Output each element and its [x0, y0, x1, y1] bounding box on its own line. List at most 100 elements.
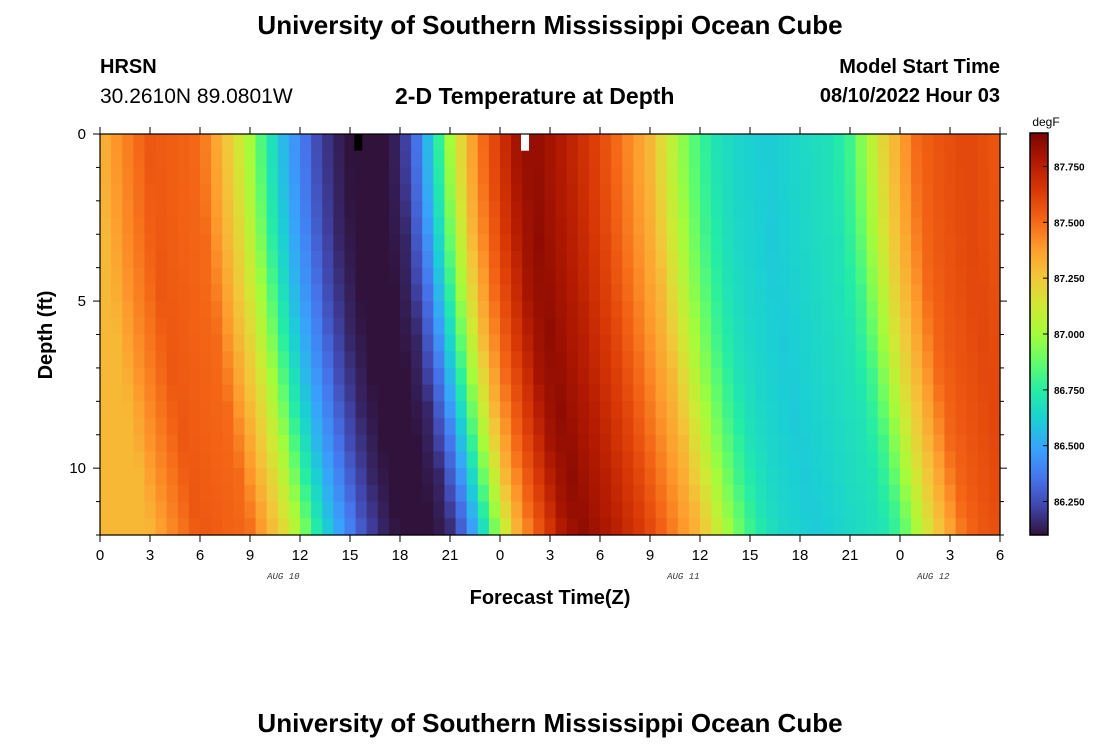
heatmap-cell [966, 518, 979, 536]
heatmap-cell [977, 518, 990, 536]
heatmap-cell [622, 401, 634, 419]
heatmap-cell [866, 150, 879, 169]
heatmap-cell [166, 484, 179, 503]
heatmap-cell [455, 301, 468, 319]
heatmap-cell [733, 317, 746, 336]
heatmap-cell [766, 501, 779, 519]
heatmap-cell [466, 367, 479, 386]
heatmap-cell [644, 367, 657, 386]
heatmap-cell [133, 150, 146, 169]
heatmap-cell [666, 150, 679, 169]
heatmap-cell [100, 518, 112, 536]
heatmap-cell [555, 351, 568, 369]
heatmap-cell [733, 401, 746, 419]
heatmap-cell [622, 418, 634, 436]
heatmap-cell [366, 501, 379, 519]
heatmap-cell [455, 501, 468, 519]
heatmap-cell [911, 217, 923, 235]
heatmap-cell [444, 468, 457, 486]
heatmap-cell [511, 434, 523, 453]
heatmap-cell [511, 217, 523, 235]
heatmap-cell [211, 284, 223, 302]
heatmap-cell [322, 317, 334, 336]
heatmap-cell [333, 267, 346, 285]
heatmap-cell [544, 167, 557, 185]
heatmap-cell [233, 134, 246, 152]
heatmap-cell [777, 134, 790, 152]
heatmap-cell [277, 501, 290, 519]
heatmap-cell [866, 518, 879, 536]
heatmap-cell [400, 317, 412, 336]
heatmap-cell [588, 401, 601, 419]
heatmap-cell [288, 134, 301, 152]
heatmap-cell [333, 518, 346, 536]
heatmap-cell [655, 451, 668, 469]
heatmap-cell [244, 334, 257, 352]
heatmap-cell [100, 384, 112, 402]
heatmap-cell [488, 501, 501, 519]
heatmap-cell [866, 468, 879, 486]
heatmap-cell [855, 134, 868, 152]
heatmap-cell [988, 167, 1001, 185]
heatmap-cell [588, 434, 601, 453]
heatmap-cell [444, 351, 457, 369]
heatmap-cell [333, 484, 346, 503]
heatmap-cell [877, 418, 890, 436]
heatmap-cell [822, 384, 834, 402]
heatmap-cell [344, 167, 357, 185]
heatmap-cell [677, 434, 690, 453]
heatmap-cell [788, 234, 801, 252]
heatmap-cell [544, 367, 557, 386]
heatmap-cell [377, 418, 390, 436]
heatmap-cell [755, 301, 768, 319]
heatmap-cell [555, 234, 568, 252]
heatmap-cell [977, 301, 990, 319]
heatmap-cell [122, 384, 134, 402]
heatmap-cell [800, 217, 812, 235]
heatmap-cell [644, 334, 657, 352]
heatmap-cell [788, 451, 801, 469]
heatmap-cell [377, 351, 390, 369]
heatmap-cell [755, 351, 768, 369]
heatmap-cell [144, 301, 157, 319]
heatmap-cell [100, 301, 112, 319]
heatmap-cell [400, 184, 412, 202]
heatmap-cell [677, 418, 690, 436]
heatmap-cell [611, 501, 623, 519]
heatmap-cell [377, 384, 390, 402]
heatmap-cell [511, 451, 523, 469]
heatmap-cell [555, 150, 568, 169]
heatmap-cell [711, 367, 723, 386]
heatmap-cell [733, 234, 746, 252]
heatmap-cell [344, 451, 357, 469]
heatmap-cell [344, 351, 357, 369]
heatmap-cell [844, 250, 857, 269]
heatmap-cell [500, 401, 512, 419]
heatmap-cell [244, 234, 257, 252]
heatmap-cell [611, 351, 623, 369]
heatmap-cell [877, 234, 890, 252]
heatmap-cell [477, 134, 490, 152]
heatmap-cell [155, 301, 168, 319]
footer-title: University of Southern Mississippi Ocean… [257, 708, 843, 738]
heatmap-cell [266, 250, 279, 269]
heatmap-cell [711, 267, 723, 285]
heatmap-cell [288, 284, 301, 302]
heatmap-cell [377, 167, 390, 185]
heatmap-cell [688, 401, 701, 419]
heatmap-cell [100, 484, 112, 503]
heatmap-cell [366, 351, 379, 369]
heatmap-cell [300, 184, 312, 202]
heatmap-cell [566, 200, 579, 219]
heatmap-cell [900, 351, 912, 369]
heatmap-cell [933, 200, 946, 219]
heatmap-cell [433, 418, 446, 436]
heatmap-cell [377, 184, 390, 202]
heatmap-cell [877, 501, 890, 519]
heatmap-cell [222, 217, 234, 235]
heatmap-cell [844, 317, 857, 336]
heatmap-cell [166, 367, 179, 386]
heatmap-cell [333, 284, 346, 302]
heatmap-cell [555, 501, 568, 519]
heatmap-cell [766, 451, 779, 469]
